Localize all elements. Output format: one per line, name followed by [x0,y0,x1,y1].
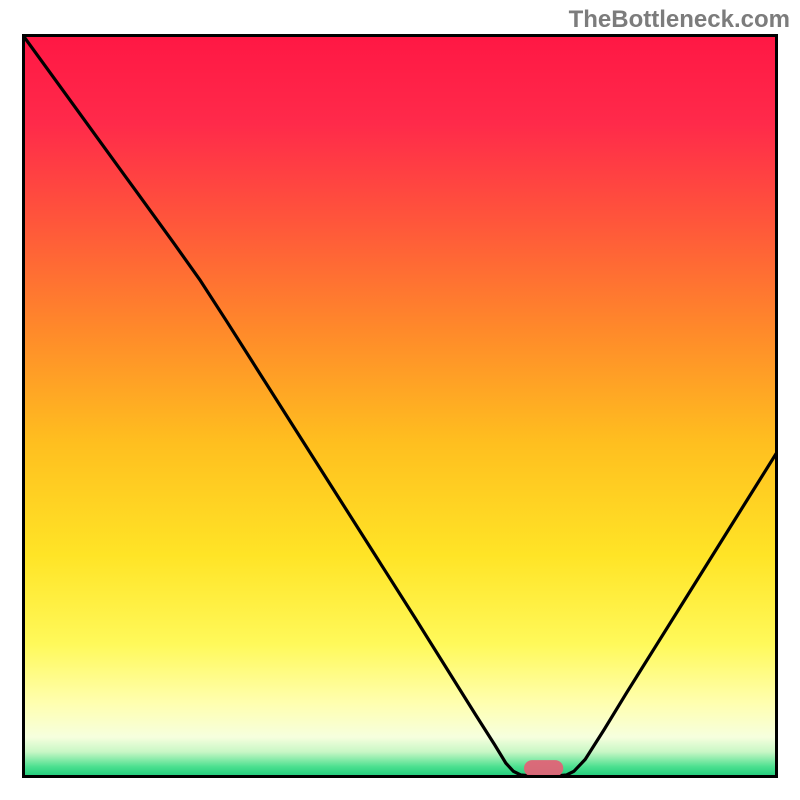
plot-area [22,34,778,778]
plot-border [24,36,777,777]
chart-container: TheBottleneck.com [0,0,800,800]
plot-overlay [22,34,778,778]
watermark-text: TheBottleneck.com [569,6,790,34]
optimal-marker [524,760,563,776]
bottleneck-curve [22,34,778,777]
